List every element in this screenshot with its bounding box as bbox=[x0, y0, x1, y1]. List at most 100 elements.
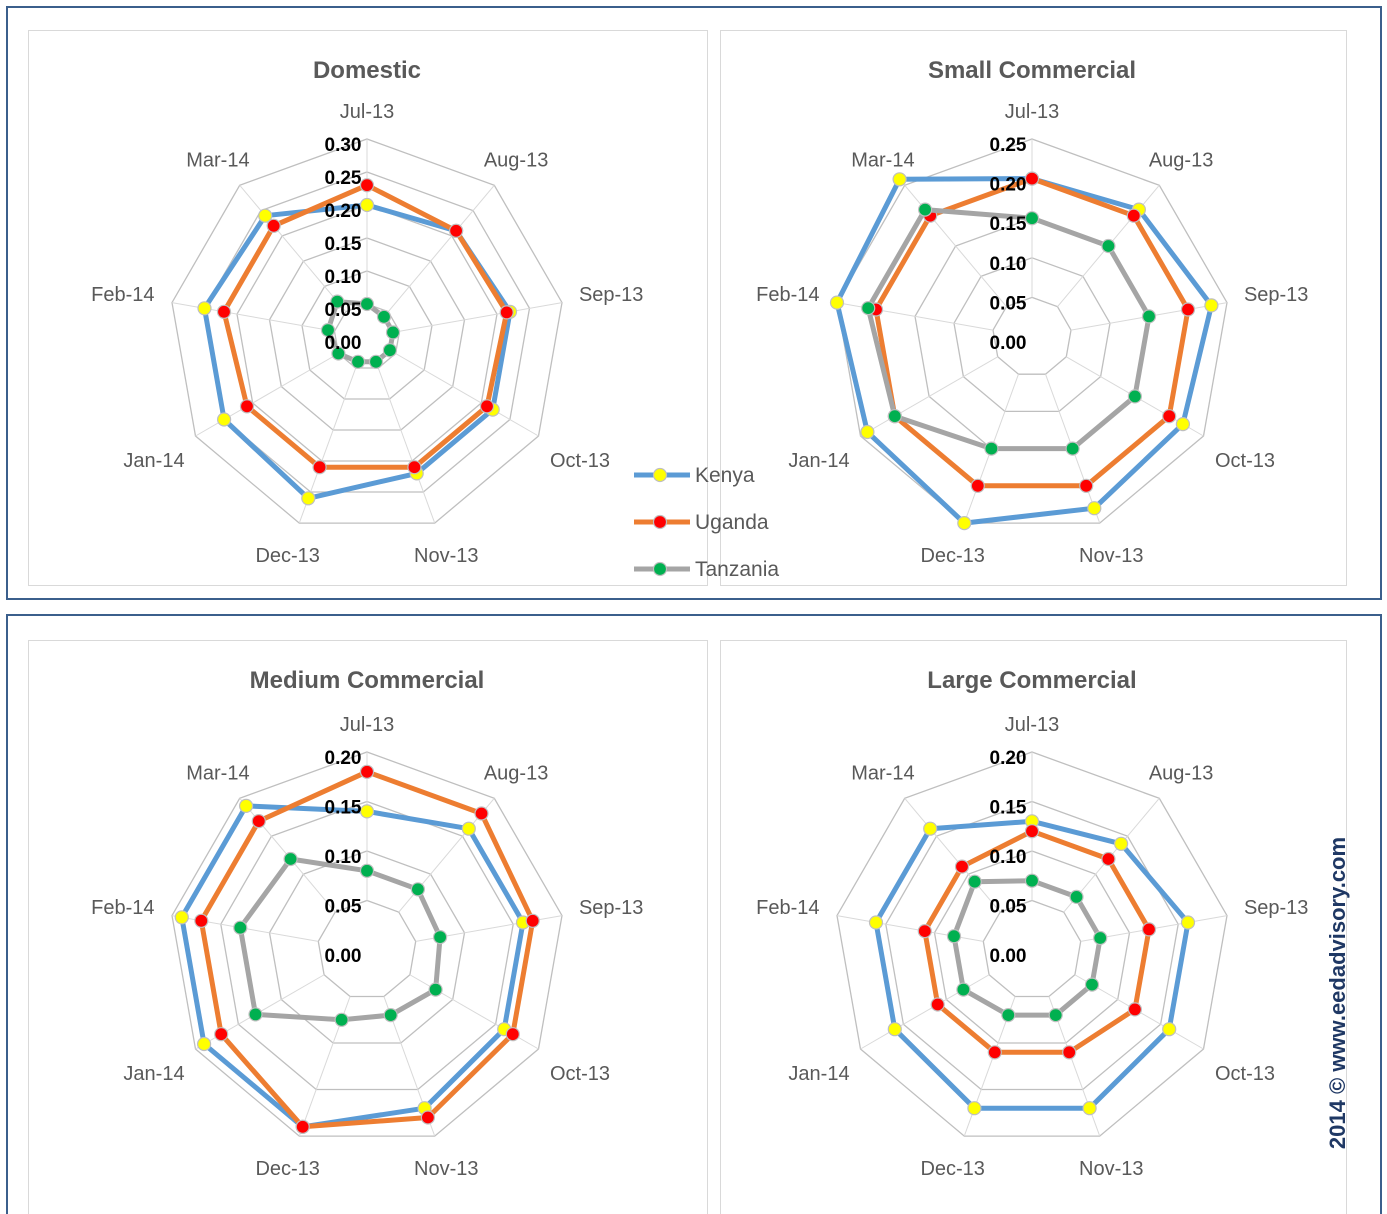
data-point bbox=[350, 354, 366, 369]
data-point bbox=[967, 1101, 982, 1116]
legend-marker bbox=[652, 467, 668, 483]
category-label: Oct-13 bbox=[550, 1063, 610, 1085]
category-label: Jan-14 bbox=[123, 1063, 184, 1085]
data-point bbox=[383, 1007, 398, 1023]
data-point bbox=[954, 859, 970, 874]
legend-label: Uganda bbox=[695, 511, 769, 534]
data-point bbox=[194, 913, 209, 928]
series-uganda bbox=[216, 178, 514, 475]
data-point bbox=[330, 294, 345, 309]
category-label: Aug-13 bbox=[484, 149, 549, 171]
data-point bbox=[1126, 208, 1141, 223]
data-point bbox=[956, 982, 971, 997]
grid-ring bbox=[268, 237, 466, 431]
category-label: Feb-14 bbox=[91, 284, 154, 306]
series-line bbox=[237, 856, 443, 1023]
series-kenya bbox=[868, 814, 1196, 1116]
data-point bbox=[1101, 851, 1116, 867]
data-point bbox=[461, 821, 476, 836]
grid-ring bbox=[982, 899, 1082, 998]
data-point bbox=[420, 1110, 435, 1125]
data-point bbox=[887, 409, 902, 424]
series-line bbox=[198, 769, 536, 1130]
data-point bbox=[887, 1022, 902, 1037]
data-point bbox=[359, 764, 375, 779]
data-point bbox=[385, 325, 401, 340]
grid-spoke bbox=[377, 367, 436, 524]
data-point bbox=[957, 515, 972, 531]
data-point bbox=[376, 309, 392, 324]
category-label: Oct-13 bbox=[1215, 1063, 1275, 1085]
data-point bbox=[410, 882, 425, 897]
category-label: Feb-14 bbox=[756, 897, 819, 919]
data-point bbox=[1024, 211, 1040, 226]
data-point bbox=[239, 399, 255, 414]
category-label: Nov-13 bbox=[1079, 1158, 1143, 1180]
data-point bbox=[1180, 915, 1196, 930]
grid-spoke bbox=[171, 302, 335, 332]
data-point bbox=[214, 1027, 229, 1042]
data-point bbox=[233, 920, 248, 935]
series-line bbox=[951, 878, 1103, 1018]
axis-tick-label: 0.10 bbox=[990, 847, 1027, 868]
data-point bbox=[1048, 1007, 1063, 1023]
data-point bbox=[1204, 298, 1219, 313]
grid-ring bbox=[236, 204, 498, 462]
data-point bbox=[216, 304, 232, 319]
data-point bbox=[258, 208, 273, 223]
category-label: Feb-14 bbox=[756, 284, 819, 306]
grid-spoke bbox=[904, 798, 1001, 913]
category-label: Jan-14 bbox=[788, 450, 849, 472]
data-point bbox=[251, 813, 266, 829]
axis-tick-label: 0.00 bbox=[325, 946, 362, 967]
category-label: Sep-13 bbox=[1244, 284, 1309, 306]
category-label: Aug-13 bbox=[1149, 149, 1214, 171]
data-point bbox=[917, 202, 933, 217]
category-label: Mar-14 bbox=[851, 149, 914, 171]
data-point bbox=[312, 460, 327, 475]
grid-ring bbox=[933, 850, 1131, 1044]
data-point bbox=[829, 295, 845, 310]
series-tanzania bbox=[946, 873, 1108, 1023]
data-point bbox=[359, 296, 375, 312]
axis-tick-label: 0.25 bbox=[990, 135, 1027, 156]
axis-tick-label: 0.00 bbox=[990, 333, 1027, 354]
data-point bbox=[433, 929, 448, 945]
data-point bbox=[479, 399, 495, 414]
grid-spoke bbox=[399, 302, 563, 332]
data-point bbox=[917, 923, 932, 939]
data-point bbox=[1180, 302, 1196, 317]
data-point bbox=[1024, 873, 1040, 888]
data-point bbox=[359, 863, 375, 878]
data-point bbox=[1093, 930, 1108, 946]
data-point bbox=[1113, 836, 1129, 851]
axis-tick-label: 0.10 bbox=[990, 254, 1027, 275]
chart-panel-large-commercial bbox=[720, 640, 1347, 1214]
grid-ring bbox=[203, 171, 531, 493]
axis-tick-label: 0.15 bbox=[990, 214, 1027, 235]
legend-item-kenya: Kenya bbox=[634, 464, 755, 487]
grid-ring bbox=[171, 751, 563, 1137]
chart-panel-small-commercial bbox=[720, 30, 1347, 586]
data-point bbox=[474, 806, 489, 821]
data-point bbox=[359, 197, 375, 213]
data-point bbox=[868, 915, 884, 930]
data-point bbox=[1141, 922, 1157, 937]
data-point bbox=[967, 874, 982, 889]
data-point bbox=[197, 1036, 212, 1052]
series-line bbox=[325, 299, 396, 365]
axis-tick-label: 0.10 bbox=[325, 267, 362, 288]
data-point bbox=[892, 172, 907, 187]
grid-spoke bbox=[387, 185, 495, 313]
data-point bbox=[320, 323, 336, 338]
series-uganda bbox=[917, 824, 1157, 1060]
data-point bbox=[301, 491, 316, 506]
grid-ring bbox=[171, 138, 563, 524]
category-label: Nov-13 bbox=[414, 1158, 478, 1180]
series-line bbox=[873, 176, 1191, 489]
data-point bbox=[359, 804, 375, 819]
grid-ring bbox=[317, 899, 417, 998]
category-label: Jan-14 bbox=[788, 1063, 849, 1085]
data-point bbox=[1087, 501, 1102, 516]
data-point bbox=[283, 851, 298, 867]
